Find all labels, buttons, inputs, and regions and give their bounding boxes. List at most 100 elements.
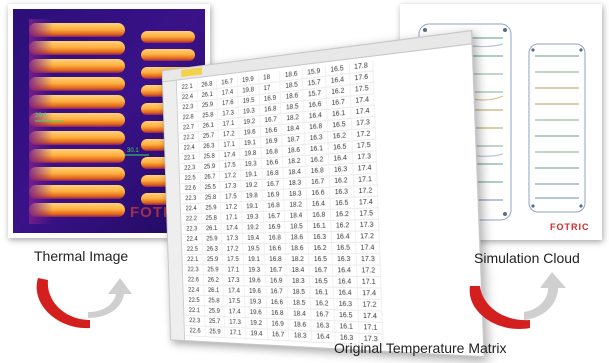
matrix-cell[interactable]: 16.3 [308,232,331,243]
matrix-cell[interactable]: 26.2 [203,275,223,286]
matrix-cell[interactable]: 25.9 [204,306,224,317]
matrix-cell[interactable]: 16.2 [330,209,354,221]
matrix-cell[interactable]: 16.5 [334,310,358,322]
matrix-cell[interactable]: 25.8 [204,295,224,306]
matrix-cell[interactable]: 18.5 [287,287,310,298]
matrix-cell[interactable]: 19.3 [245,296,267,307]
matrix-cell[interactable]: 16.2 [331,220,355,232]
matrix-cell[interactable]: 17.4 [224,306,245,317]
matrix-cell[interactable]: 22.6 [186,325,206,336]
matrix-cell[interactable]: 17.2 [222,244,243,255]
matrix-cell[interactable]: 16.1 [310,287,334,299]
matrix-cell[interactable]: 19.4 [246,328,268,340]
matrix-cell[interactable]: 16.2 [308,243,331,254]
matrix-cell[interactable]: 18.6 [285,232,308,243]
matrix-cell[interactable]: 16.5 [331,242,355,253]
matrix-cell[interactable]: 16.6 [306,187,329,199]
matrix-cell[interactable]: 18.6 [286,243,309,254]
matrix-cell[interactable]: 17.1 [356,276,381,288]
matrix-cell[interactable]: 17.3 [223,275,244,286]
matrix-cell[interactable]: 16.6 [264,243,286,254]
matrix-cell[interactable]: 25.9 [203,265,223,275]
matrix-cell[interactable]: 16.3 [329,186,353,198]
matrix-cell[interactable]: 16.4 [333,287,357,299]
matrix-cell[interactable]: 16.7 [309,265,332,276]
matrix-cell[interactable]: 25.9 [205,326,226,337]
matrix-cell[interactable]: 22.6 [184,275,203,285]
matrix-cell[interactable]: 16.8 [263,200,285,211]
matrix-cell[interactable]: 16.9 [262,189,284,201]
matrix-cell[interactable]: 19.2 [242,222,264,233]
matrix-cell[interactable]: 16.8 [264,232,286,243]
matrix-cell[interactable]: 18.4 [285,210,308,222]
matrix-cell[interactable]: 26.3 [202,244,222,254]
matrix-cell[interactable]: 22.5 [183,244,202,254]
matrix-cell[interactable]: 17.1 [221,212,242,223]
matrix-cell[interactable]: 16.8 [266,308,288,320]
matrix-cell[interactable]: 17.5 [354,208,379,220]
matrix-cell[interactable]: 22.2 [182,213,201,224]
matrix-cell[interactable]: 16.9 [265,275,287,286]
matrix-cell[interactable]: 19.1 [241,201,263,212]
matrix-cell[interactable]: 18.5 [285,221,308,232]
matrix-cell[interactable]: 19.4 [242,233,264,244]
matrix-cell[interactable]: 26.1 [203,285,223,296]
matrix-cell[interactable]: 17.3 [354,219,379,231]
matrix-cell[interactable]: 17.1 [223,265,244,276]
matrix-cell[interactable]: 17.1 [225,327,246,338]
matrix-cell[interactable]: 22.3 [182,224,201,235]
matrix-cell[interactable]: 19.6 [245,307,267,318]
matrix-cell[interactable]: 16.9 [263,222,285,233]
matrix-cell[interactable]: 16.8 [264,254,286,265]
matrix-cell[interactable]: 26.1 [201,223,221,234]
matrix-cell[interactable]: 18.3 [289,330,312,342]
matrix-cell[interactable]: 18.3 [287,276,310,287]
matrix-cell[interactable]: 19.3 [244,265,266,276]
matrix-cell[interactable]: 18.4 [287,265,310,276]
matrix-cell[interactable]: 16.7 [263,211,285,222]
matrix-cell[interactable]: 16.7 [265,286,287,297]
matrix-cell[interactable]: 16.4 [311,331,335,343]
matrix-cell[interactable]: 17.2 [356,265,381,277]
matrix-cell[interactable]: 18.4 [288,308,311,320]
matrix-cell[interactable]: 17.4 [358,310,383,322]
matrix-cell[interactable]: 19.6 [244,275,266,286]
matrix-cell[interactable]: 17.2 [353,185,378,197]
matrix-cell[interactable]: 19.1 [243,254,265,265]
matrix-cell[interactable]: 25.9 [202,234,222,245]
matrix-cell[interactable]: 17.3 [222,233,243,244]
matrix-cell[interactable]: 22.4 [183,234,202,244]
matrix-cell[interactable]: 25.8 [201,213,221,224]
matrix-cell[interactable]: 25.9 [201,202,221,213]
matrix-cell[interactable]: 22.1 [185,305,204,316]
matrix-cell[interactable]: 25.9 [202,254,222,264]
matrix-cell[interactable]: 16.6 [266,297,288,308]
matrix-cell[interactable]: 17.4 [355,242,380,254]
matrix-cell[interactable]: 16.5 [330,197,354,209]
matrix-cell[interactable]: 16.3 [332,254,356,265]
matrix-cell[interactable]: 22.4 [182,203,201,214]
matrix-cell[interactable]: 18.2 [284,199,307,211]
matrix-cell[interactable]: 16.7 [267,329,289,341]
matrix-cell[interactable]: 17.2 [221,202,242,213]
matrix-cell[interactable]: 16.1 [308,220,331,232]
matrix-cell[interactable]: 16.7 [311,309,335,321]
matrix-cell[interactable]: 16.5 [309,276,333,287]
matrix-cell[interactable]: 16.4 [333,276,357,288]
matrix-cell[interactable]: 16.7 [265,265,287,276]
matrix-cell[interactable]: 17.2 [355,231,380,243]
matrix-cell[interactable]: 17.2 [357,299,382,311]
matrix-cell[interactable]: 17.5 [224,296,245,307]
matrix-cell[interactable]: 18.2 [286,254,309,265]
matrix-cell[interactable]: 16.8 [307,209,330,221]
matrix-cell[interactable]: 19.3 [242,211,264,222]
matrix-cell[interactable]: 19.6 [244,286,266,297]
matrix-cell[interactable]: 22.5 [185,295,204,306]
matrix-cell[interactable]: 16.4 [332,265,356,276]
matrix-cell[interactable]: 16.5 [309,254,332,265]
matrix-cell[interactable]: 22.1 [183,254,202,264]
matrix-cell[interactable]: 22.3 [184,265,203,275]
matrix-cell[interactable]: 16.2 [310,298,334,310]
matrix-cell[interactable]: 17.4 [221,223,242,234]
matrix-cell[interactable]: 17.4 [353,196,378,208]
